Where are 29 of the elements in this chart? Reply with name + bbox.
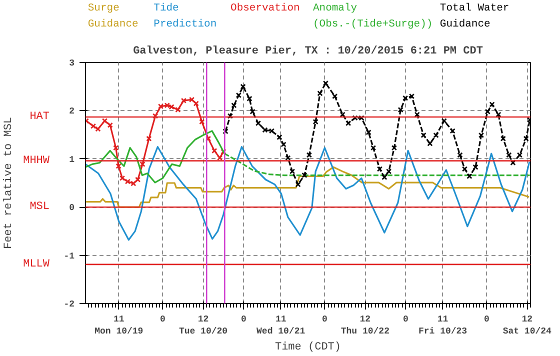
chart-title: Galveston, Pleasure Pier, TX : 10/20/2015 6:21 PM CDT — [133, 46, 484, 58]
text: Surge Guidance — [88, 2, 138, 30]
x-tick-label: 0 — [322, 314, 328, 324]
text: Anomaly (Obs.-(Tide+Surge)) — [312, 2, 433, 30]
text: Tide Prediction — [154, 2, 217, 30]
y-tick-label: 2 — [69, 106, 75, 117]
x-tick-label: 0 — [402, 314, 408, 324]
x-tick-label: 0 — [484, 314, 490, 324]
x-tick-label: 0 — [160, 314, 166, 324]
x-axis-title: Time (CDT) — [274, 342, 342, 354]
y-tick-label: -2 — [64, 300, 75, 310]
ref-line-label: MHHW — [23, 154, 50, 167]
text: Observation — [230, 2, 300, 14]
x-tick-label: 11 Fri 10/23 — [418, 314, 468, 336]
y-tick-label: 3 — [69, 58, 75, 68]
ref-line-label: HAT — [30, 110, 50, 123]
x-tick-label: 12 Sat 10/24 — [502, 314, 552, 336]
x-tick-label: 11 Wed 10/21 — [256, 314, 306, 336]
x-tick-label: 12 Tue 10/20 — [178, 314, 228, 336]
x-tick-label: 0 — [241, 314, 246, 324]
x-tick-label: 11 Mon 10/19 — [94, 314, 144, 336]
y-axis-title: Feet relative to MSL — [3, 116, 16, 250]
x-tick-label: 12 Thu 10/22 — [340, 314, 390, 336]
y-tick-label: 0 — [69, 203, 75, 214]
y-tick-label: -1 — [64, 251, 76, 262]
ref-line-label: MSL — [30, 201, 50, 214]
text: Total Water Guidance — [440, 2, 510, 30]
y-tick-label: 1 — [69, 154, 76, 165]
ref-line-label: MLLW — [23, 258, 50, 270]
